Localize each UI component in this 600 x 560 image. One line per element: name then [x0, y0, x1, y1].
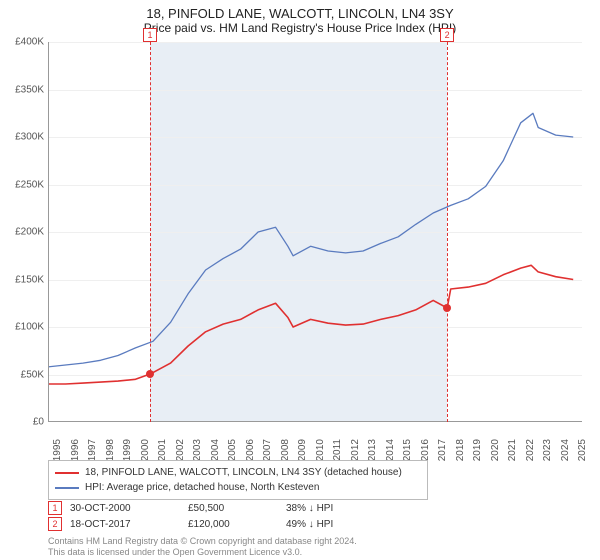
x-axis-label: 2005: [227, 439, 238, 461]
sales-table: 1 30-OCT-2000 £50,500 38% ↓ HPI 2 18-OCT-2017…: [48, 500, 376, 532]
reference-line: [447, 42, 448, 422]
sale-row: 2 18-OCT-2017 £120,000 49% ↓ HPI: [48, 516, 376, 532]
x-axis-label: 2024: [560, 439, 571, 461]
series-line: [48, 265, 573, 384]
x-axis-label: 2000: [140, 439, 151, 461]
x-axis-label: 2004: [210, 439, 221, 461]
x-axis-label: 2022: [525, 439, 536, 461]
x-axis-label: 2015: [402, 439, 413, 461]
footer-line: This data is licensed under the Open Gov…: [48, 547, 357, 558]
sale-row-date: 30-OCT-2000: [70, 503, 180, 514]
x-axis-label: 2014: [385, 439, 396, 461]
x-axis-label: 2009: [297, 439, 308, 461]
y-axis-label: £100K: [4, 322, 44, 333]
sale-row-date: 18-OCT-2017: [70, 519, 180, 530]
chart-legend: 18, PINFOLD LANE, WALCOTT, LINCOLN, LN4 …: [48, 460, 428, 500]
sale-row-hpi: 49% ↓ HPI: [286, 519, 376, 530]
y-axis-label: £0: [4, 417, 44, 428]
y-axis-label: £150K: [4, 274, 44, 285]
sale-row-hpi: 38% ↓ HPI: [286, 503, 376, 514]
x-axis-label: 1998: [105, 439, 116, 461]
series-line: [48, 113, 573, 367]
y-axis-label: £350K: [4, 84, 44, 95]
x-axis-label: 2019: [472, 439, 483, 461]
y-axis-label: £200K: [4, 227, 44, 238]
x-axis-label: 2017: [437, 439, 448, 461]
y-axis-label: £250K: [4, 179, 44, 190]
x-axis-label: 2025: [577, 439, 588, 461]
sale-row-price: £120,000: [188, 519, 278, 530]
chart-container: 18, PINFOLD LANE, WALCOTT, LINCOLN, LN4 …: [0, 0, 600, 560]
footer-line: Contains HM Land Registry data © Crown c…: [48, 536, 357, 547]
legend-label: HPI: Average price, detached house, Nort…: [85, 480, 319, 495]
reference-line: [150, 42, 151, 422]
x-axis-label: 2010: [315, 439, 326, 461]
chart-svg: [48, 42, 582, 422]
x-axis-label: 2011: [332, 439, 343, 461]
y-axis-label: £300K: [4, 132, 44, 143]
sale-marker-dot: [443, 304, 451, 312]
legend-label: 18, PINFOLD LANE, WALCOTT, LINCOLN, LN4 …: [85, 465, 402, 480]
legend-swatch: [55, 472, 79, 474]
sale-row-marker: 1: [48, 501, 62, 515]
x-axis-label: 2021: [507, 439, 518, 461]
chart-title: 18, PINFOLD LANE, WALCOTT, LINCOLN, LN4 …: [0, 0, 600, 21]
footer-attribution: Contains HM Land Registry data © Crown c…: [48, 536, 357, 558]
x-axis-label: 1996: [70, 439, 81, 461]
y-axis-label: £50K: [4, 369, 44, 380]
sale-marker-dot: [146, 370, 154, 378]
x-axis-label: 1999: [122, 439, 133, 461]
chart-subtitle: Price paid vs. HM Land Registry's House …: [0, 21, 600, 39]
sale-marker-box: 2: [440, 28, 454, 42]
legend-swatch: [55, 487, 79, 489]
x-axis-label: 2013: [367, 439, 378, 461]
x-axis-label: 1997: [87, 439, 98, 461]
y-axis: [48, 42, 49, 422]
x-axis-label: 2003: [192, 439, 203, 461]
x-axis-label: 2016: [420, 439, 431, 461]
x-axis-label: 1995: [52, 439, 63, 461]
x-axis-label: 2020: [490, 439, 501, 461]
x-axis-label: 2008: [280, 439, 291, 461]
legend-item: HPI: Average price, detached house, Nort…: [55, 480, 421, 495]
legend-item: 18, PINFOLD LANE, WALCOTT, LINCOLN, LN4 …: [55, 465, 421, 480]
x-axis-label: 2018: [455, 439, 466, 461]
x-axis-label: 2023: [542, 439, 553, 461]
sale-row-price: £50,500: [188, 503, 278, 514]
sale-row: 1 30-OCT-2000 £50,500 38% ↓ HPI: [48, 500, 376, 516]
x-axis-label: 2007: [262, 439, 273, 461]
sale-row-marker: 2: [48, 517, 62, 531]
chart-plot-area: £0£50K£100K£150K£200K£250K£300K£350K£400…: [48, 42, 582, 422]
x-axis-label: 2002: [175, 439, 186, 461]
y-axis-label: £400K: [4, 37, 44, 48]
x-axis-label: 2001: [157, 439, 168, 461]
x-axis: [48, 421, 582, 422]
x-axis-label: 2006: [245, 439, 256, 461]
x-axis-label: 2012: [350, 439, 361, 461]
sale-marker-box: 1: [143, 28, 157, 42]
